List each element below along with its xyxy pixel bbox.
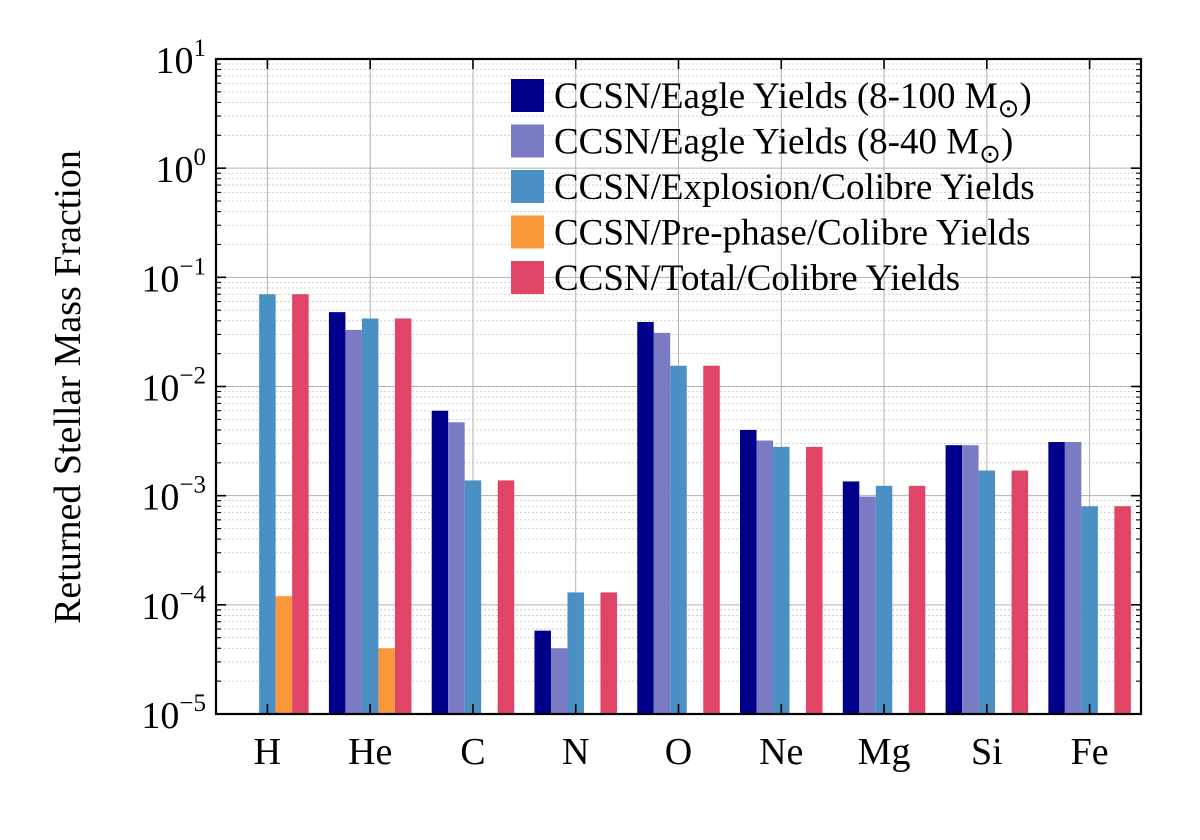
bars	[259, 294, 1131, 714]
bar-si-series-1	[945, 445, 963, 714]
bar-c-series-2	[448, 422, 465, 714]
y-tick-label: 100	[156, 144, 207, 191]
bar-o-series-5	[703, 365, 720, 714]
legend: CCSN/Eagle Yields (8-100 M⊙)CCSN/Eagle Y…	[511, 76, 1035, 299]
y-tick-exponent: −4	[179, 581, 206, 608]
y-tick-label: 10−4	[141, 581, 206, 628]
x-tick-label: Ne	[759, 731, 803, 773]
bar-he-series-3	[361, 318, 379, 714]
y-tick-exponent: −3	[179, 472, 206, 499]
legend-label-tail: )	[1001, 122, 1013, 163]
bar-c-series-5	[497, 480, 515, 714]
bar-he-series-2	[345, 329, 362, 714]
bar-ne-series-1	[740, 429, 757, 714]
y-axis-label: Returned Stellar Mass Fraction	[47, 150, 89, 624]
y-tick-exponent: 1	[194, 35, 207, 62]
bar-o-series-1	[637, 321, 654, 714]
bar-h-series-4	[275, 596, 293, 714]
bar-mg-series-3	[875, 485, 893, 714]
bar-fe-series-3	[1081, 506, 1098, 714]
bar-h-series-3	[259, 294, 276, 714]
y-tick-exponent: −1	[179, 253, 206, 280]
x-tick-label: Fe	[1071, 731, 1109, 773]
y-tick-label: 10−1	[141, 253, 206, 300]
bar-o-series-2	[653, 332, 671, 714]
x-tick-label: He	[348, 731, 392, 773]
bar-ne-series-2	[756, 440, 774, 714]
bar-si-series-2	[962, 445, 979, 714]
legend-label-tail: )	[1019, 76, 1031, 117]
bar-h-series-5	[292, 294, 309, 714]
y-tick-label: 10−5	[141, 690, 206, 737]
bar-fe-series-5	[1114, 506, 1131, 714]
legend-label: CCSN/Eagle Yields (8-40 M⊙)	[554, 122, 1013, 169]
legend-label: CCSN/Pre-phase/Colibre Yields	[554, 213, 1031, 254]
bar-si-series-5	[1011, 470, 1029, 714]
x-tick-label: H	[254, 731, 281, 773]
x-tick-label: N	[562, 731, 589, 773]
x-tick-label: Mg	[858, 731, 911, 773]
x-tick-label: C	[460, 731, 485, 773]
y-tick-label: 101	[156, 35, 207, 82]
ticks	[216, 58, 1141, 715]
bar-he-series-1	[328, 312, 346, 714]
legend-subscript: ⊙	[979, 140, 1001, 169]
y-tick-exponent: −5	[179, 690, 206, 717]
bar-he-series-5	[394, 318, 412, 714]
bar-n-series-1	[534, 630, 551, 714]
bar-n-series-3	[567, 592, 584, 714]
bar-o-series-3	[670, 365, 687, 714]
legend-label: CCSN/Eagle Yields (8-100 M⊙)	[554, 76, 1032, 123]
bar-n-series-2	[550, 648, 568, 714]
y-tick-exponent: 0	[194, 144, 207, 171]
bar-fe-series-2	[1064, 442, 1082, 714]
bar-ne-series-3	[773, 446, 790, 714]
y-tick-label: 10−2	[141, 363, 206, 410]
legend-subscript: ⊙	[998, 94, 1020, 123]
legend-swatch	[511, 79, 544, 112]
legend-swatch	[511, 261, 544, 294]
x-tick-label: O	[665, 731, 692, 773]
bar-mg-series-2	[859, 496, 876, 714]
y-tick-exponent: −2	[179, 363, 206, 390]
bar-c-series-3	[464, 480, 482, 714]
bar-si-series-3	[978, 470, 996, 714]
bar-ne-series-5	[806, 446, 823, 714]
x-tick-label: Si	[971, 731, 1003, 773]
legend-swatch	[511, 215, 544, 249]
y-tick-label: 10−3	[141, 472, 206, 519]
bar-he-series-4	[378, 648, 395, 714]
legend-swatch	[511, 124, 544, 158]
legend-swatch	[511, 170, 544, 203]
legend-label: CCSN/Explosion/Colibre Yields	[554, 167, 1035, 208]
bar-n-series-5	[600, 592, 617, 714]
bar-c-series-1	[431, 410, 449, 714]
bar-mg-series-1	[842, 481, 860, 714]
bar-mg-series-5	[908, 485, 926, 714]
legend-label: CCSN/Total/Colibre Yields	[554, 258, 960, 299]
bar-fe-series-1	[1048, 442, 1065, 714]
